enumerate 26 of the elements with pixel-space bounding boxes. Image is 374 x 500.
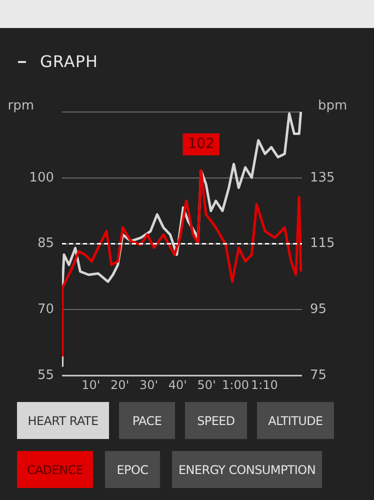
annotation: 102	[188, 136, 214, 152]
x-tick-label: 10'	[82, 378, 100, 392]
y2-tick-label: 95	[310, 302, 327, 318]
text: ALTITUDE	[257, 402, 334, 439]
y2-tick-label: 135	[310, 170, 335, 186]
y-tick-label: 85	[37, 236, 54, 252]
y2-tick-label: 75	[310, 368, 327, 383]
text: SPEED	[185, 402, 247, 439]
y2-tick-label: 115	[310, 236, 335, 252]
y-axis-title: rpm	[8, 98, 34, 114]
text: EPOC	[105, 451, 160, 488]
x-tick-label: 1:00	[222, 378, 249, 392]
text: CADENCE	[17, 451, 93, 488]
text: HEART RATE	[17, 402, 109, 439]
text: ENERGY CONSUMPTION	[172, 451, 322, 488]
y-tick-label: 55	[37, 368, 54, 383]
y-tick-label: 100	[29, 170, 54, 186]
x-tick-label: 40'	[168, 378, 187, 392]
x-tick-label: 50'	[197, 378, 216, 392]
y-tick-label: 70	[37, 302, 54, 318]
chart-title: GRAPH	[40, 52, 98, 71]
x-tick-label: 1:10	[250, 378, 278, 392]
y2-axis-title: bpm	[318, 98, 348, 114]
x-tick-label: 20'	[110, 378, 130, 392]
x-tick-label: 30'	[139, 378, 158, 392]
text: PACE	[119, 402, 175, 439]
